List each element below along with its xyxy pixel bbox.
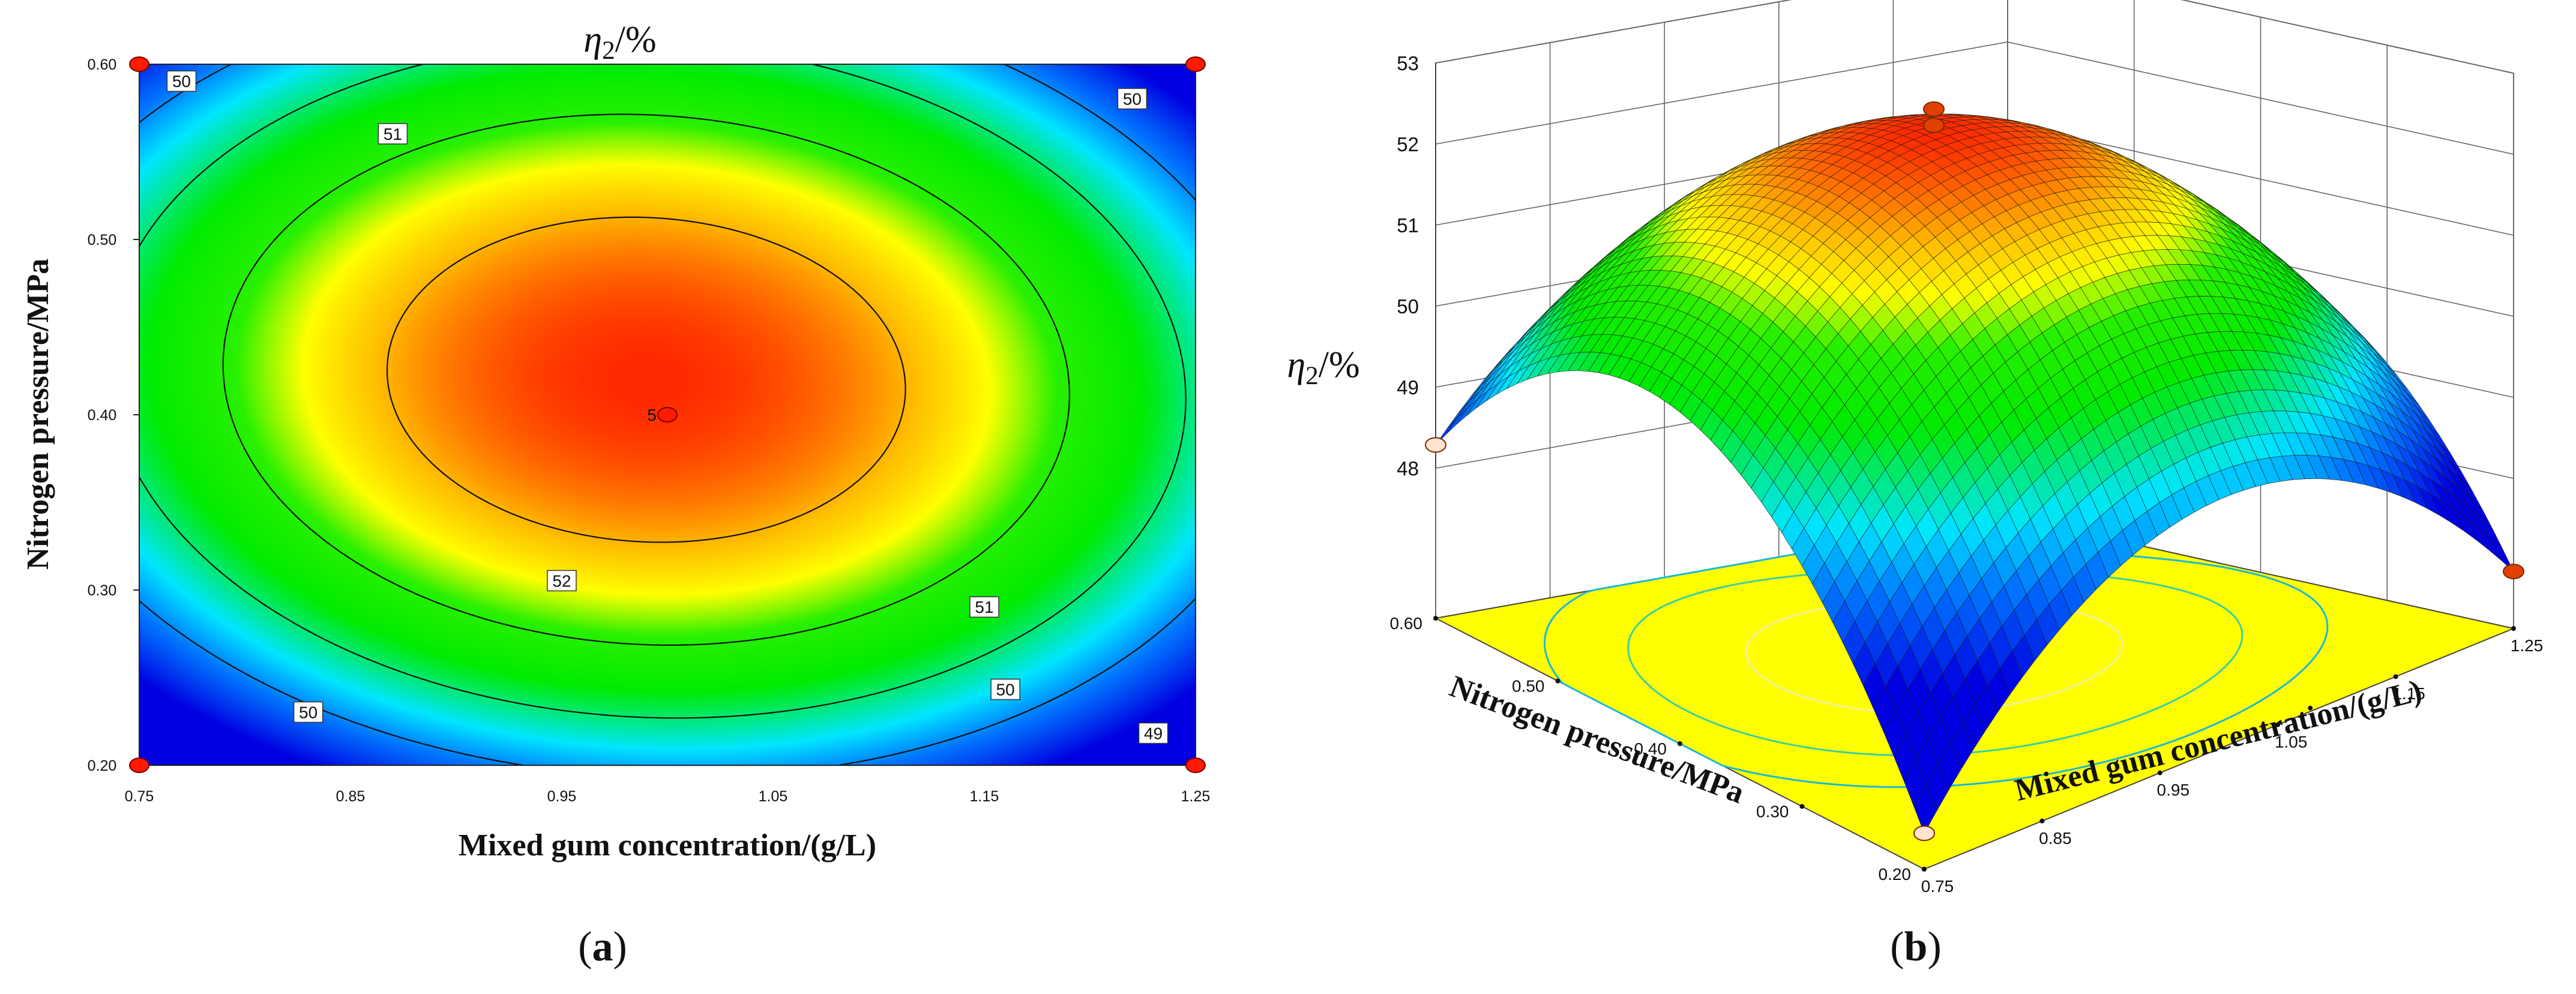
z-tick-label: 53 — [1397, 52, 1419, 74]
surface-mesh — [1435, 113, 2514, 834]
contour-label-text: 52 — [552, 571, 571, 590]
surface-ticks: 48 49 50 51 52 53 0.20 0.30 0.40 0.50 0.60 0.75 0.85… — [1390, 52, 2544, 896]
contour-label-box — [378, 123, 408, 145]
contour-label: 50 — [293, 701, 324, 723]
x-tick-label: 1.15 — [2392, 684, 2425, 703]
contour-line-52 — [386, 216, 906, 543]
contour-lines — [139, 63, 1196, 767]
panel-a-letter: a — [592, 924, 613, 970]
design-point — [657, 407, 678, 423]
contour-label-text: 51 — [975, 598, 993, 616]
contour-title: η2/% — [583, 19, 656, 65]
surface-design-point — [2503, 564, 2524, 580]
x-tick-mark — [1922, 867, 1927, 872]
contour-label: 51 — [378, 123, 408, 145]
contour-label-text: 51 — [384, 125, 402, 143]
contour-label: 51 — [969, 596, 999, 618]
x-tick-mark — [2511, 626, 2516, 631]
contour-y-ticks: 0.20 0.30 0.40 0.50 0.60 — [88, 56, 139, 774]
surface-cell — [1913, 784, 1937, 834]
panel-b-letter: b — [1904, 924, 1928, 970]
design-point — [129, 758, 149, 773]
x-tick-mark — [2039, 818, 2045, 824]
design-point — [129, 56, 149, 72]
z-tick-label: 52 — [1397, 133, 1419, 155]
x-tick-label: 1.05 — [759, 788, 788, 805]
x-tick-label: 1.05 — [2275, 732, 2308, 751]
y-tick-label: 0.40 — [88, 407, 117, 424]
contour-label-box — [166, 70, 197, 92]
y-tick-label: 0.60 — [1390, 614, 1423, 633]
y-tick-label: 0.20 — [1879, 865, 1912, 884]
contour-label-text: 49 — [1144, 724, 1163, 742]
contour-label-box — [547, 570, 577, 592]
y-tick-mark — [1799, 804, 1805, 809]
contour-x-ticks: 0.75 0.85 0.95 1.05 1.15 1.25 — [125, 788, 1211, 805]
surface-z-label: η2/% — [1287, 345, 1359, 390]
y-tick-label: 0.20 — [88, 758, 117, 774]
y-tick-label: 0.30 — [1756, 803, 1789, 821]
contour-line-51 — [222, 113, 1070, 646]
design-point — [1185, 758, 1206, 773]
z-tick-label: 48 — [1397, 457, 1419, 480]
y-tick-mark — [1678, 741, 1682, 746]
contour-label: 50 — [1117, 88, 1148, 110]
y-tick-label: 0.30 — [88, 582, 117, 599]
x-tick-label: 0.85 — [336, 788, 366, 805]
x-tick-mark — [2393, 674, 2398, 679]
contour-label: 52 — [547, 570, 577, 592]
contour-label-text: 50 — [172, 72, 191, 91]
surface-design-point — [1923, 101, 1945, 117]
x-tick-label: 1.15 — [970, 788, 999, 805]
z-tick-label: 50 — [1397, 295, 1419, 318]
panel-b-label: (b) — [1890, 924, 1942, 970]
contour-design-points: 5 — [129, 56, 1206, 773]
x-tick-label: 1.25 — [1181, 788, 1211, 805]
design-point — [1185, 56, 1206, 72]
y-tick-label: 0.40 — [1634, 739, 1667, 758]
x-tick-label: 0.75 — [125, 788, 154, 805]
y-tick-label: 0.60 — [88, 56, 117, 73]
x-tick-mark — [2275, 722, 2281, 727]
y-tick-label: 0.50 — [1512, 677, 1545, 696]
x-tick-label: 0.75 — [1921, 877, 1954, 896]
z-grid-line — [1435, 0, 2514, 74]
y-tick-label: 0.50 — [88, 232, 117, 248]
contour-label-box — [1138, 722, 1169, 744]
surface-design-point — [1913, 825, 1935, 842]
contour-label-box — [969, 596, 999, 618]
surface-design-point — [1923, 117, 1945, 133]
design-point-label: 5 — [647, 406, 657, 424]
contour-x-label: Mixed gum concentration/(g/L) — [459, 828, 876, 863]
surface-chart: 48 49 50 51 52 53 0.20 0.30 0.40 0.50 0.60 0.75 0.85… — [1287, 0, 2543, 970]
x-tick-mark — [2157, 770, 2162, 776]
surface-design-point — [1425, 437, 1446, 453]
x-tick-label: 0.85 — [2039, 829, 2072, 848]
x-tick-label: 0.95 — [547, 788, 577, 805]
contour-label-box — [1117, 88, 1148, 110]
contour-label-text: 50 — [299, 703, 317, 721]
contour-line-50 — [139, 63, 1187, 719]
contour-label-box — [990, 678, 1020, 700]
contour-labels: 50 51 50 52 51 50 50 49 — [166, 70, 1169, 744]
y-tick-mark — [1555, 678, 1560, 684]
contour-label-text: 50 — [996, 680, 1015, 699]
z-tick-label: 49 — [1397, 376, 1419, 399]
contour-line-49 — [139, 64, 1196, 767]
z-tick-label: 51 — [1397, 214, 1419, 236]
contour-label: 49 — [1138, 722, 1169, 744]
x-tick-label: 0.95 — [2157, 781, 2190, 800]
contour-y-label: Nitrogen pressure/MPa — [21, 259, 55, 570]
panel-a-label: (a) — [578, 924, 627, 970]
y-tick-mark — [1433, 616, 1438, 621]
contour-label: 50 — [166, 70, 197, 92]
contour-label-text: 50 — [1123, 89, 1142, 108]
contour-label: 50 — [990, 678, 1020, 700]
surface-design-points — [1425, 101, 2524, 842]
x-tick-label: 1.25 — [2511, 636, 2544, 655]
contour-chart: η2/% 50 51 50 52 51 50 50 49 0.75 0.85 0.95 1.05 1.… — [21, 19, 1210, 970]
contour-label-box — [293, 701, 324, 723]
